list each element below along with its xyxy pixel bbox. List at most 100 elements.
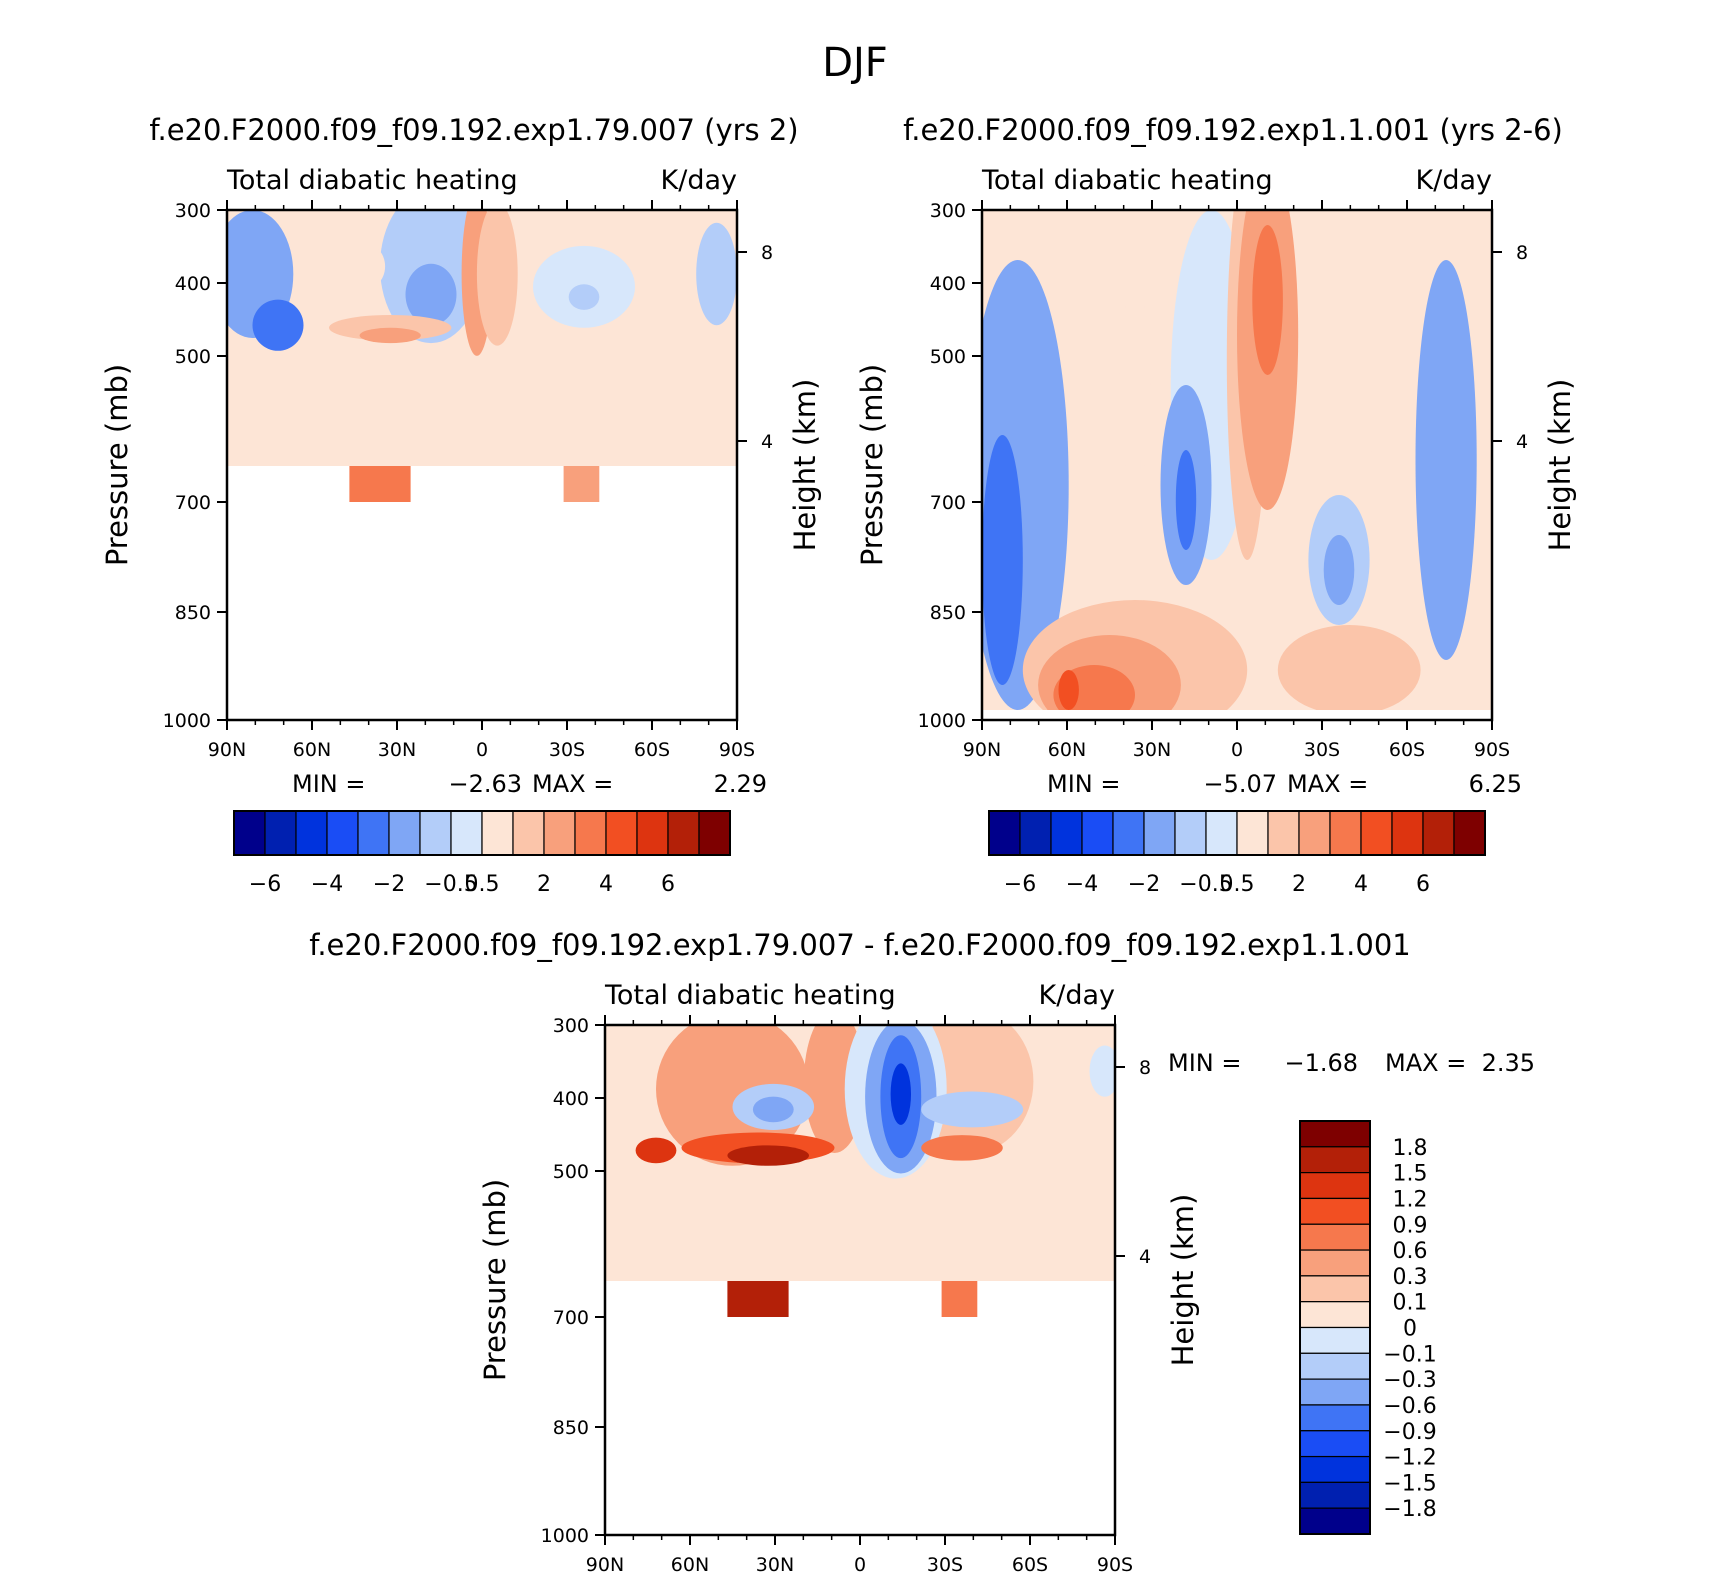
contour-region: [890, 1063, 911, 1125]
y-tick-label: 1000: [541, 1525, 589, 1547]
colorbar-swatch: [1299, 1352, 1371, 1380]
colorbar-label: −2: [1128, 872, 1160, 897]
colorbar-label: 0.9: [1393, 1213, 1428, 1238]
max-label: MAX =: [532, 770, 613, 798]
colorbar-swatch: [698, 810, 731, 856]
y-tick-label: 300: [175, 200, 211, 222]
x-tick-label: 60S: [634, 739, 670, 761]
x-tick-label: 0: [854, 1554, 866, 1574]
contour-region: [1415, 260, 1477, 660]
contour-region: [1252, 225, 1283, 375]
contour-region: [921, 1091, 1024, 1128]
y-tick-label: 500: [553, 1161, 589, 1183]
colorbar-swatch: [988, 810, 1021, 856]
colorbar-swatch: [1236, 810, 1269, 856]
colorbar-swatch: [1299, 1120, 1371, 1148]
colorbar-swatch: [605, 810, 638, 856]
colorbar-swatch: [388, 810, 421, 856]
contour-region: [334, 240, 386, 292]
contour-region: [563, 466, 600, 502]
x-tick-label: 60S: [1012, 1554, 1048, 1574]
min-value: −5.07: [1203, 770, 1277, 798]
colorbar-swatch: [1299, 1455, 1371, 1483]
contour-region: [1323, 535, 1355, 605]
x-tick-label: 90S: [1474, 739, 1510, 761]
subtitle-right: K/day: [1039, 980, 1115, 1011]
height-tick-label: 8: [1516, 242, 1528, 264]
x-tick-label: 90N: [586, 1554, 624, 1574]
contour-region: [752, 1096, 794, 1123]
x-tick-label: 30S: [1304, 739, 1340, 761]
case-title: f.e20.F2000.f09_f09.192.exp1.1.001 (yrs …: [903, 113, 1563, 147]
colorbar-frame: [1299, 1120, 1371, 1535]
x-tick-label: 30S: [927, 1554, 963, 1574]
colorbar-label: 6: [661, 872, 675, 897]
contour-region: [941, 1281, 978, 1317]
height-tick-label: 4: [1516, 431, 1528, 453]
colorbar-swatch: [667, 810, 700, 856]
colorbar-swatch: [1298, 810, 1331, 856]
colorbar-swatch: [1205, 810, 1238, 856]
colorbar-swatch: [357, 810, 390, 856]
contour-region: [349, 466, 411, 502]
colorbar-swatch: [1299, 1430, 1371, 1458]
x-tick-label: 0: [476, 739, 488, 761]
colorbar-label: 0.1: [1393, 1291, 1428, 1316]
panel-left: f.e20.F2000.f09_f09.192.exp1.79.007 (yrs…: [100, 113, 822, 897]
colorbar-swatch: [1267, 810, 1300, 856]
x-tick-label: 90N: [208, 739, 246, 761]
contour-region: [1175, 450, 1197, 550]
contour-field: [227, 210, 737, 466]
figure-title: DJF: [822, 40, 888, 86]
colorbar-swatch: [1329, 810, 1362, 856]
colorbar-label: −0.6: [1383, 1394, 1436, 1419]
max-label: MAX =: [1385, 1049, 1466, 1077]
x-tick-label: 60N: [671, 1554, 709, 1574]
colorbar-label: −6: [1004, 872, 1036, 897]
colorbar-swatch: [543, 810, 576, 856]
y-tick-label: 400: [930, 273, 966, 295]
colorbar-swatch: [1422, 810, 1455, 856]
contour-region: [727, 1281, 789, 1317]
y-tick-label: 300: [930, 200, 966, 222]
y-tick-label: 400: [553, 1088, 589, 1110]
colorbar-swatch: [1299, 1378, 1371, 1406]
colorbar-swatch: [1299, 1507, 1371, 1535]
colorbar-swatch: [1360, 810, 1393, 856]
colorbar-swatch: [1299, 1326, 1371, 1354]
subtitle-left: Total diabatic heating: [604, 980, 896, 1011]
max-value: 2.35: [1482, 1049, 1535, 1077]
colorbar-swatch: [1143, 810, 1176, 856]
contour-region: [656, 1025, 809, 1166]
x-tick-label: 90S: [1097, 1554, 1133, 1574]
x-tick-label: 30N: [378, 739, 416, 761]
contour-region: [359, 327, 421, 344]
colorbar-label: 2: [537, 872, 551, 897]
subtitle-left: Total diabatic heating: [226, 165, 518, 196]
colorbar-swatch: [1174, 810, 1207, 856]
colorbar-swatch: [1081, 810, 1114, 856]
colorbar-label: 0.5: [465, 872, 500, 897]
min-value: −1.68: [1284, 1049, 1358, 1077]
subtitle-right: K/day: [1416, 165, 1492, 196]
case-title: f.e20.F2000.f09_f09.192.exp1.79.007 (yrs…: [149, 113, 798, 147]
contour-region: [252, 299, 304, 351]
colorbar-swatch: [1112, 810, 1145, 856]
y-axis-title: Pressure (mb): [100, 364, 134, 566]
colorbar-label: 4: [599, 872, 613, 897]
colorbar-swatch: [326, 810, 359, 856]
min-label: MIN =: [1168, 1049, 1241, 1077]
colorbar-swatch: [1299, 1301, 1371, 1329]
contour-field: [982, 210, 1492, 710]
contour-region: [921, 1135, 1003, 1161]
colorbar-label: 0.5: [1220, 872, 1255, 897]
colorbar-swatch: [1299, 1481, 1371, 1509]
min-label: MIN =: [292, 770, 365, 798]
colorbar-label: −2: [373, 872, 405, 897]
colorbar-label: 2: [1292, 872, 1306, 897]
colorbar-label: −1.8: [1383, 1497, 1436, 1522]
min-value: −2.63: [448, 770, 522, 798]
colorbar-swatch: [1299, 1275, 1371, 1303]
colorbar-swatch: [419, 810, 452, 856]
x-tick-label: 0: [1231, 739, 1243, 761]
